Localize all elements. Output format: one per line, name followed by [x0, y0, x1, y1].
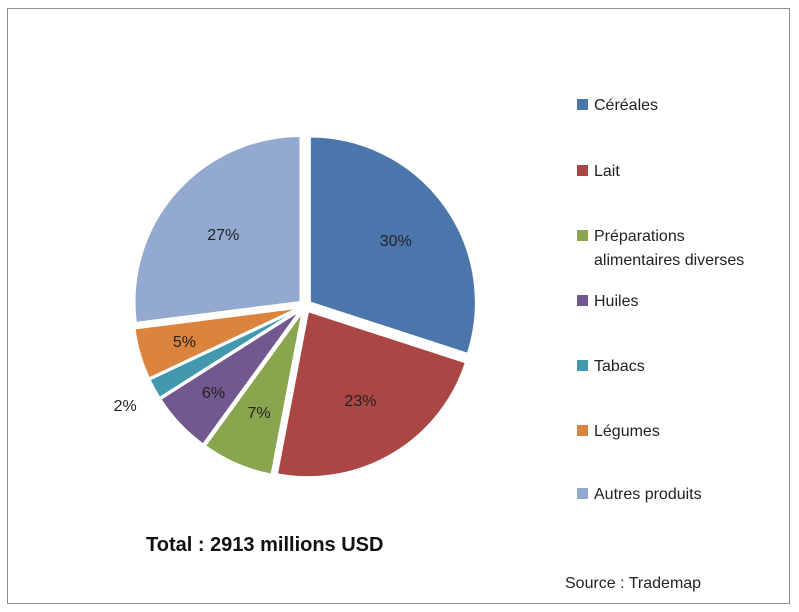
legend-item-legumes: Légumes [577, 420, 794, 444]
legend-item-tabacs: Tabacs [577, 355, 794, 379]
legend-label: Tabacs [594, 358, 645, 375]
legend-label: Préparations alimentaires diverses [594, 228, 745, 269]
legend-swatch [577, 295, 588, 306]
legend-item-huiles: Huiles [577, 290, 794, 314]
data-label-huiles: 6% [202, 385, 225, 402]
legend-swatch [577, 165, 588, 176]
data-label-autres-produits: 27% [207, 227, 239, 244]
data-label-legumes: 5% [173, 334, 196, 351]
pie-slice-autres-produits [133, 135, 302, 324]
legend-swatch [577, 360, 588, 371]
pie-slice-lait [275, 309, 468, 479]
pie-slice-preparations [203, 310, 304, 476]
pie-slice-legumes [133, 306, 300, 380]
data-label-tabacs: 2% [114, 398, 137, 415]
legend-label: Légumes [594, 423, 660, 440]
legend-label: Céréales [594, 97, 659, 114]
pie-slice-tabacs [148, 307, 301, 400]
pie-slice-huiles [159, 309, 302, 446]
legend-swatch [577, 230, 588, 241]
legend-item-lait: Lait [577, 160, 794, 184]
pie-slice-cereales [308, 135, 477, 356]
data-label-lait: 23% [344, 393, 376, 410]
legend-item-preparations: Préparations alimentaires diverses [577, 225, 794, 273]
legend-item-cereales: Céréales [577, 94, 794, 118]
data-label-cereales: 30% [380, 233, 412, 250]
legend-item-autres-produits: Autres produits [577, 483, 794, 507]
legend-label: Lait [594, 163, 620, 180]
total-annotation: Total : 2913 millions USD [146, 534, 384, 556]
legend-swatch [577, 488, 588, 499]
legend-swatch [577, 425, 588, 436]
legend-label: Huiles [594, 293, 639, 310]
data-label-preparations: 7% [248, 405, 271, 422]
source-note: Source : Trademap [565, 575, 702, 592]
legend-swatch [577, 99, 588, 110]
legend-label: Autres produits [594, 486, 702, 503]
